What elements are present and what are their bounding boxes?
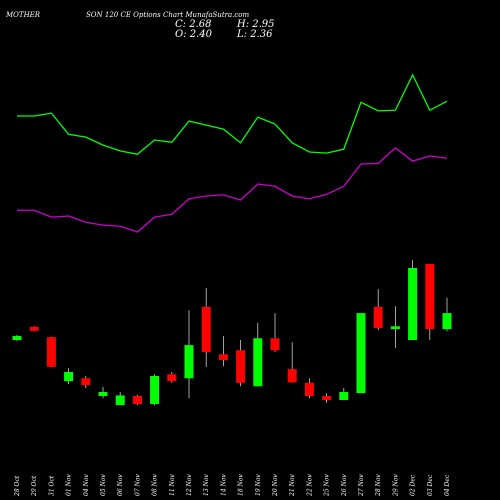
x-tick-label: 03 Dec bbox=[427, 474, 434, 496]
info-label: C: 2.68 bbox=[175, 19, 211, 30]
x-tick-label: 04 Nov bbox=[83, 474, 90, 496]
info-label: O: 2.40 bbox=[175, 29, 213, 40]
candle-body bbox=[98, 392, 108, 396]
x-tick-label: 01 Nov bbox=[66, 474, 73, 496]
candle-body bbox=[64, 372, 74, 382]
x-tick-label: 13 Nov bbox=[203, 474, 210, 496]
candle-body bbox=[373, 306, 383, 328]
x-tick-label: 28 Oct bbox=[14, 475, 21, 497]
candle-body bbox=[339, 392, 349, 400]
candle-body bbox=[322, 396, 332, 400]
indicator-line bbox=[17, 147, 448, 233]
candle-body bbox=[425, 264, 435, 330]
x-tick-label: 27 Nov bbox=[358, 474, 365, 497]
x-tick-label: 06 Nov bbox=[117, 474, 124, 496]
x-tick-label: 26 Nov bbox=[341, 474, 348, 497]
candle-body bbox=[132, 396, 142, 404]
candle-body bbox=[150, 376, 160, 404]
candle-body bbox=[236, 350, 246, 383]
candle-body bbox=[356, 313, 366, 394]
indicator-line bbox=[17, 73, 448, 155]
candle-body bbox=[287, 369, 297, 383]
candle-body bbox=[218, 354, 228, 360]
x-tick-label: 29 Oct bbox=[31, 475, 38, 497]
x-tick-label: 29 Nov bbox=[392, 474, 399, 497]
x-tick-label: 18 Nov bbox=[238, 474, 245, 496]
x-tick-label: 14 Nov bbox=[220, 474, 227, 496]
candle-body bbox=[81, 378, 91, 386]
candle-body bbox=[408, 268, 418, 340]
x-tick-label: 04 Dec bbox=[444, 474, 451, 496]
candle-body bbox=[184, 345, 194, 379]
candle-body bbox=[29, 326, 39, 331]
x-tick-label: 11 Nov bbox=[169, 474, 176, 496]
x-tick-label: 08 Nov bbox=[152, 474, 159, 496]
candle-body bbox=[390, 326, 400, 330]
x-tick-label: 22 Nov bbox=[306, 474, 313, 497]
info-label: H: 2.95 bbox=[236, 19, 275, 30]
x-tick-label: 05 Nov bbox=[100, 474, 107, 496]
x-tick-label: 02 Dec bbox=[410, 474, 417, 496]
candle-body bbox=[46, 337, 56, 367]
info-label: L: 2.36 bbox=[236, 29, 273, 40]
chart-title: MOTHER bbox=[5, 11, 41, 19]
x-tick-label: 20 Nov bbox=[272, 474, 279, 497]
candle-body bbox=[201, 306, 211, 352]
candle-body bbox=[115, 395, 125, 406]
candle-body bbox=[253, 338, 263, 387]
x-tick-label: 25 Nov bbox=[324, 474, 331, 497]
candle-body bbox=[442, 313, 452, 330]
candle-body bbox=[167, 374, 177, 382]
chart-subtitle: SON 120 CE Options Chart MunafaSutra.com bbox=[86, 11, 250, 19]
candle-body bbox=[304, 382, 314, 396]
x-tick-label: 12 Nov bbox=[186, 474, 193, 496]
x-tick-label: 21 Nov bbox=[289, 474, 296, 497]
candle-body bbox=[12, 336, 22, 340]
x-tick-label: 19 Nov bbox=[255, 474, 262, 496]
x-tick-label: 31 Oct bbox=[48, 475, 55, 496]
x-tick-label: 28 Nov bbox=[375, 474, 382, 497]
candle-body bbox=[270, 338, 280, 351]
x-tick-label: 07 Nov bbox=[134, 474, 141, 496]
